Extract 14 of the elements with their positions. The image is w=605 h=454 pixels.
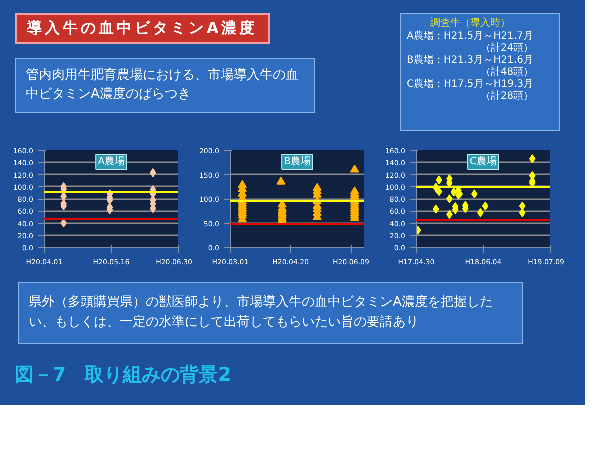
text: C農場 [470,156,497,168]
text: A農場：H21.5月～H21.7月 [407,31,534,42]
text: （計24頭） [480,43,534,55]
text: 調査牛（導入時） [429,17,512,31]
text: 図－7 取り組みの背景2 [15,363,232,388]
text: B農場：H21.3月～H21.6月 [407,55,534,66]
text: 管内肉用牛肥育農場における、市場導入牛の血中ビタミンA濃度のばらつき [15,58,315,113]
text: B農場 [284,156,311,168]
text: C農場：H17.5月～H19.3月 [407,79,534,90]
text: （計48頭） [480,67,534,79]
text: 導入牛の血中ビタミンA濃度 [15,13,270,44]
text: 県外（多頭購買県）の獣医師より、市場導入牛の血中ビタミンA濃度を把握したい、もしくは、一定の水準にして出荷してもらいたい旨の要請あり [29,294,494,332]
text: （計28頭） [480,91,534,104]
text: A農場 [98,156,125,168]
